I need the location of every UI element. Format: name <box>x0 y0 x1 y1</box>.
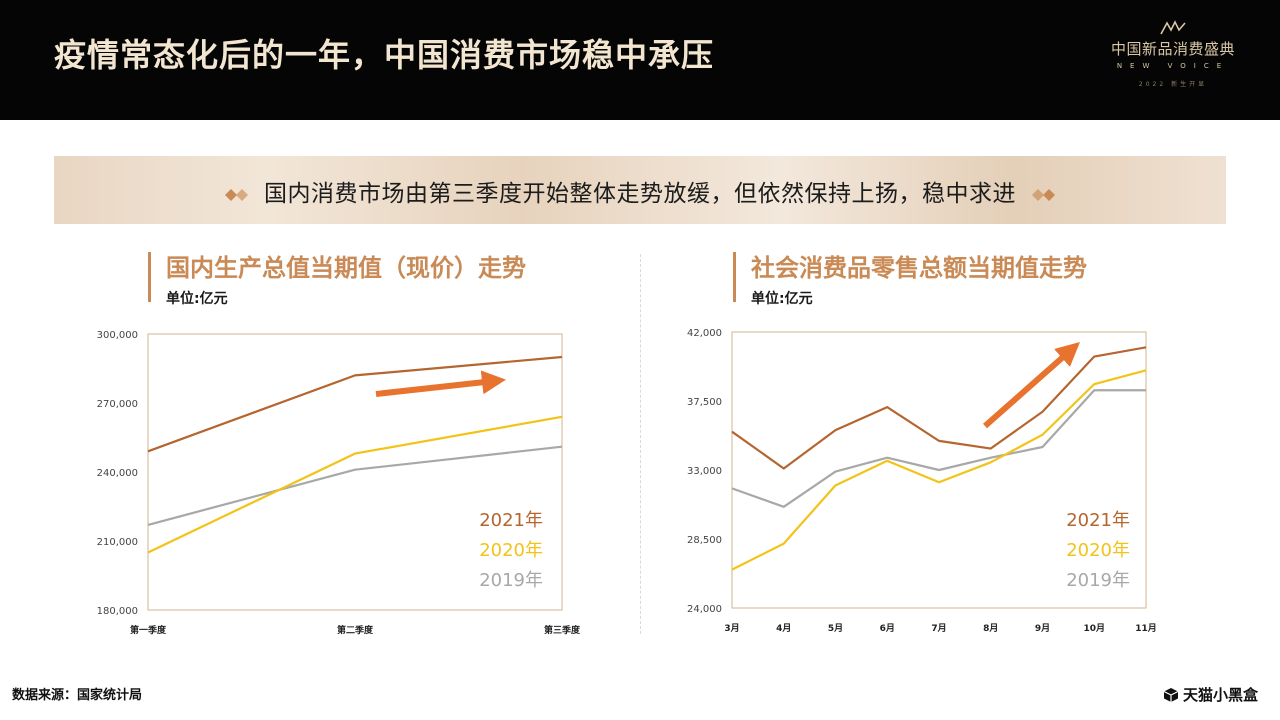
chart-title-retail: 社会消费品零售总额当期值走势 <box>751 254 1087 282</box>
header-bar: 疫情常态化后的一年，中国消费市场稳中承压 中国新品消费盛典 NEW VOICE … <box>0 0 1280 120</box>
series-line-retail <box>731 346 1147 470</box>
legend-entry: 2020年 <box>1066 540 1130 561</box>
legend-entry: 2021年 <box>1066 510 1130 531</box>
y-tick-label: 37,500 <box>687 397 722 408</box>
series-line-retail <box>731 389 1146 508</box>
chart-accent-bar <box>148 252 151 302</box>
y-tick-label: 300,000 <box>97 330 138 341</box>
series-line-gdp <box>147 415 563 554</box>
series-line-gdp <box>147 355 563 453</box>
y-tick-label: 240,000 <box>97 468 138 479</box>
legend-entry: 2021年 <box>479 510 543 531</box>
y-tick-label: 28,500 <box>687 535 722 546</box>
x-tick-label: 第一季度 <box>130 624 167 636</box>
x-tick-label: 8月 <box>983 623 998 634</box>
brand-logo-icon <box>1160 20 1186 35</box>
brand-en: NEW VOICE <box>1116 62 1230 70</box>
chart-title-gdp: 国内生产总值当期值（现价）走势 <box>166 254 526 282</box>
trend-arrow-icon <box>375 370 506 397</box>
x-tick-label: 7月 <box>931 623 946 634</box>
y-tick-label: 24,000 <box>687 604 722 615</box>
summary-banner: 国内消费市场由第三季度开始整体走势放缓，但依然保持上扬，稳中求进 <box>54 156 1226 224</box>
black-box-icon <box>1163 688 1179 702</box>
footer-brand-text: 天猫小黑盒 <box>1182 686 1258 704</box>
y-tick-label: 270,000 <box>97 399 138 410</box>
series-line-retail <box>731 369 1147 571</box>
x-tick-label: 9月 <box>1035 623 1050 634</box>
x-tick-label: 6月 <box>880 623 895 634</box>
x-tick-label: 4月 <box>776 623 791 634</box>
x-tick-label: 11月 <box>1135 623 1157 634</box>
plot-frame-gdp <box>147 333 563 611</box>
banner-text: 国内消费市场由第三季度开始整体走势放缓，但依然保持上扬，稳中求进 <box>264 181 1016 207</box>
diamond-icon <box>1032 188 1055 201</box>
x-tick-label: 5月 <box>828 623 843 634</box>
trend-arrow-icon <box>983 342 1080 429</box>
y-tick-label: 180,000 <box>97 606 138 617</box>
data-source: 数据来源：国家统计局 <box>12 688 143 703</box>
legend-entry: 2020年 <box>479 540 543 561</box>
x-tick-label: 第三季度 <box>544 624 581 636</box>
y-tick-label: 33,000 <box>687 466 722 477</box>
y-tick-label: 42,000 <box>687 328 722 339</box>
plot-frame-retail <box>731 331 1147 609</box>
legend-entry: 2019年 <box>479 570 543 591</box>
series-line-gdp <box>147 445 563 526</box>
footer-brand: 天猫小黑盒 <box>1163 684 1258 705</box>
x-tick-label: 3月 <box>724 623 739 634</box>
brand-year: 2022 新生开显 <box>1138 81 1208 88</box>
chart-divider <box>640 254 641 634</box>
chart-accent-bar <box>733 252 736 302</box>
page-title: 疫情常态化后的一年，中国消费市场稳中承压 <box>54 36 715 74</box>
y-tick-label: 210,000 <box>97 537 138 548</box>
chart-unit-gdp: 单位:亿元 <box>166 291 228 307</box>
legend-entry: 2019年 <box>1066 570 1130 591</box>
x-tick-label: 10月 <box>1083 623 1105 634</box>
chart-unit-retail: 单位:亿元 <box>751 291 813 307</box>
brand-block: 中国新品消费盛典 NEW VOICE 2022 新生开显 <box>1108 20 1238 88</box>
diamond-icon <box>225 188 248 201</box>
brand-name: 中国新品消费盛典 <box>1110 40 1235 58</box>
x-tick-label: 第二季度 <box>337 624 374 636</box>
